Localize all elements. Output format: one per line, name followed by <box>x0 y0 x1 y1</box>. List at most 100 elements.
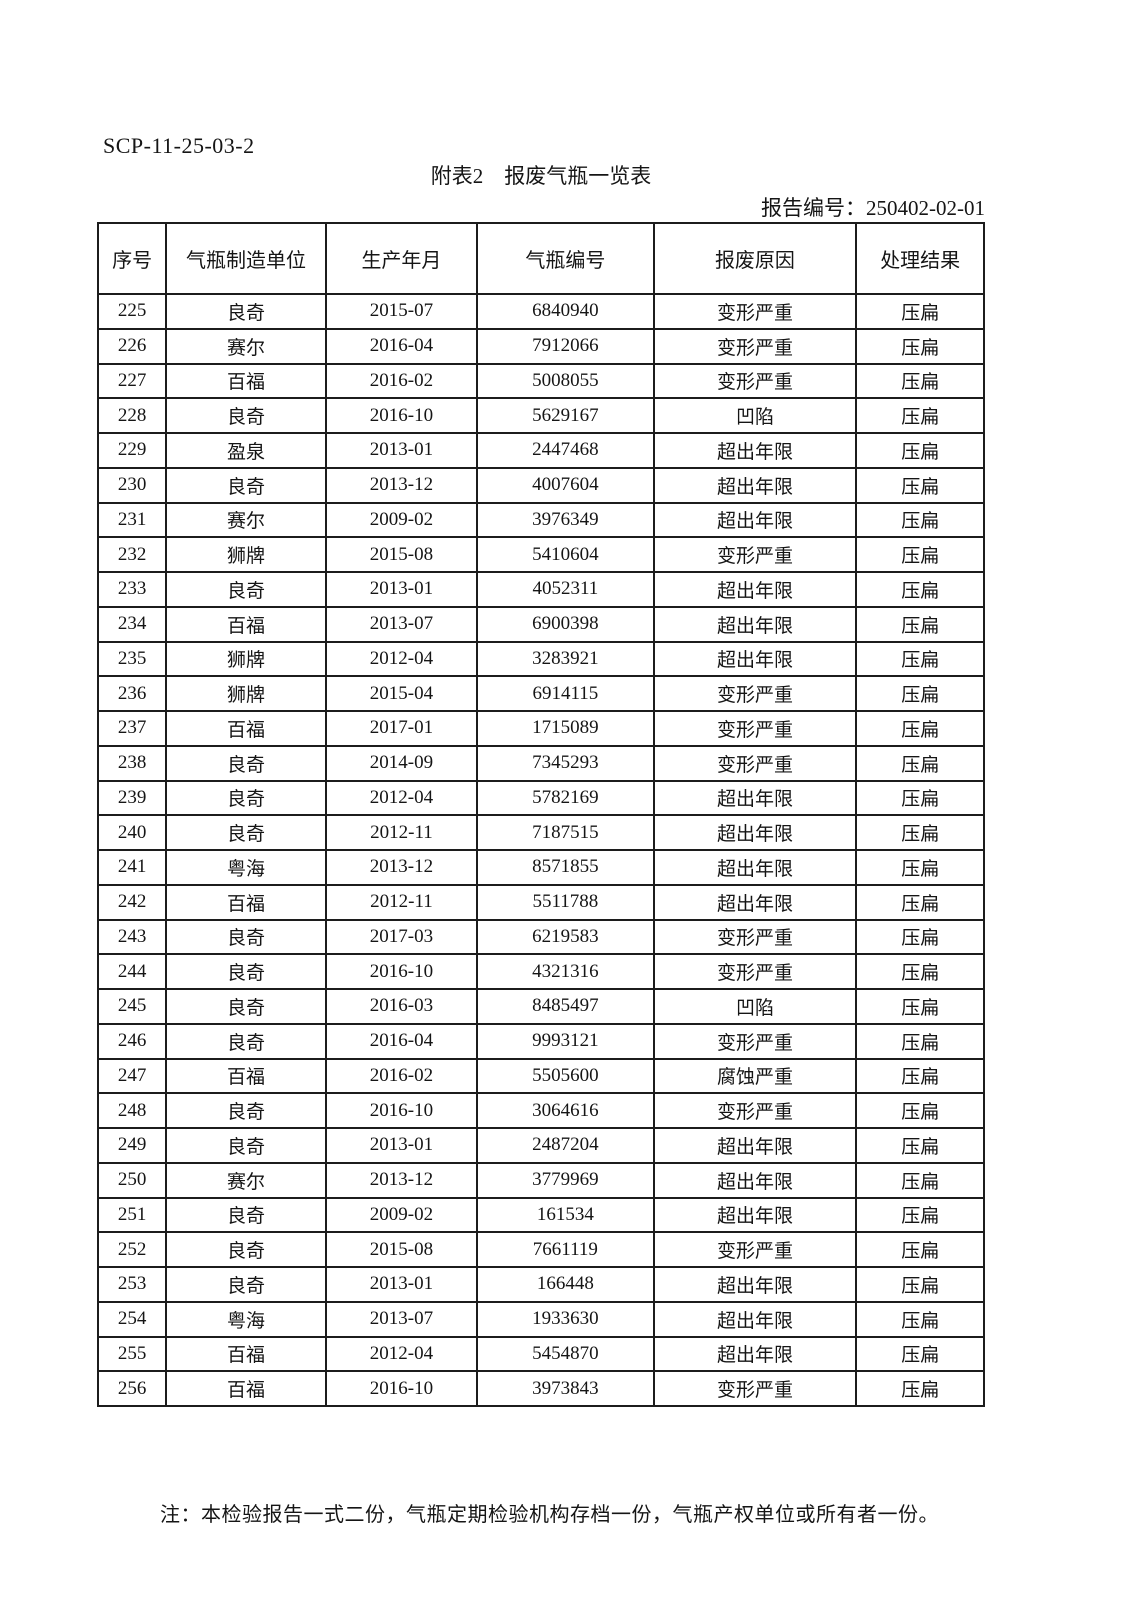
cell-cylinder-no: 7661119 <box>476 1231 655 1268</box>
table-body: 225 良奇 2015-07 6840940 变形严重 压扁 226 赛尔 2016-04 791… <box>96 293 985 1407</box>
cell-manufacturer: 百福 <box>165 1335 327 1373</box>
cell-index: 254 <box>96 1300 168 1338</box>
cell-manufacturer: 良奇 <box>165 571 327 608</box>
table-row: 240 良奇 2012-11 7187515 超出年限 压扁 <box>96 814 985 851</box>
cell-scrap-reason: 凹陷 <box>652 988 858 1025</box>
cell-manufacturer: 良奇 <box>165 988 327 1025</box>
cell-scrap-reason: 超出年限 <box>652 779 858 817</box>
cell-manufacturer: 百福 <box>165 710 327 747</box>
cell-index: 239 <box>96 779 168 817</box>
cell-treatment-result: 压扁 <box>855 501 985 539</box>
cell-cylinder-no: 4321316 <box>476 953 655 990</box>
cell-cylinder-no: 6914115 <box>476 675 655 712</box>
cell-index: 245 <box>96 988 168 1025</box>
cell-production-date: 2016-10 <box>324 1092 479 1129</box>
cell-treatment-result: 压扁 <box>855 883 985 921</box>
cell-cylinder-no: 6840940 <box>476 293 655 330</box>
cell-production-date: 2013-12 <box>324 1161 479 1199</box>
cell-cylinder-no: 4052311 <box>476 571 655 608</box>
report-number: 报告编号：250402-02-01 <box>761 192 985 222</box>
cell-index: 248 <box>96 1092 168 1129</box>
cell-index: 244 <box>96 953 168 990</box>
cell-treatment-result: 压扁 <box>855 397 985 434</box>
cell-cylinder-no: 2487204 <box>476 1127 655 1164</box>
cell-scrap-reason: 腐蚀严重 <box>652 1057 858 1095</box>
cell-index: 227 <box>96 362 168 400</box>
cell-index: 237 <box>96 710 168 747</box>
cell-scrap-reason: 变形严重 <box>652 918 858 956</box>
cell-cylinder-no: 7187515 <box>476 814 655 851</box>
cell-manufacturer: 良奇 <box>165 814 327 851</box>
cell-index: 232 <box>96 536 168 573</box>
cell-treatment-result: 压扁 <box>855 953 985 990</box>
cell-index: 229 <box>96 432 168 469</box>
table-row: 250 赛尔 2013-12 3779969 超出年限 压扁 <box>96 1161 985 1199</box>
table-row: 242 百福 2012-11 5511788 超出年限 压扁 <box>96 883 985 921</box>
cell-scrap-reason: 变形严重 <box>652 744 858 782</box>
cell-treatment-result: 压扁 <box>855 675 985 712</box>
cell-index: 228 <box>96 397 168 434</box>
cell-treatment-result: 压扁 <box>855 779 985 817</box>
cell-production-date: 2013-01 <box>324 432 479 469</box>
cell-production-date: 2016-04 <box>324 327 479 365</box>
cell-production-date: 2012-11 <box>324 883 479 921</box>
cell-cylinder-no: 3283921 <box>476 640 655 678</box>
cell-index: 238 <box>96 744 168 782</box>
cell-treatment-result: 压扁 <box>855 988 985 1025</box>
cell-treatment-result: 压扁 <box>855 918 985 956</box>
cell-treatment-result: 压扁 <box>855 327 985 365</box>
cell-treatment-result: 压扁 <box>855 571 985 608</box>
cell-index: 253 <box>96 1266 168 1303</box>
cell-production-date: 2015-04 <box>324 675 479 712</box>
cell-cylinder-no: 6219583 <box>476 918 655 956</box>
cell-treatment-result: 压扁 <box>855 640 985 678</box>
cell-manufacturer: 狮牌 <box>165 675 327 712</box>
cell-cylinder-no: 5511788 <box>476 883 655 921</box>
cell-scrap-reason: 变形严重 <box>652 293 858 330</box>
table-row: 252 良奇 2015-08 7661119 变形严重 压扁 <box>96 1231 985 1268</box>
cell-treatment-result: 压扁 <box>855 1335 985 1373</box>
cell-cylinder-no: 6900398 <box>476 605 655 643</box>
cell-cylinder-no: 161534 <box>476 1196 655 1234</box>
cell-manufacturer: 良奇 <box>165 1092 327 1129</box>
cell-scrap-reason: 超出年限 <box>652 466 858 504</box>
table-row: 243 良奇 2017-03 6219583 变形严重 压扁 <box>96 918 985 956</box>
table-row: 255 百福 2012-04 5454870 超出年限 压扁 <box>96 1335 985 1373</box>
cell-index: 247 <box>96 1057 168 1095</box>
cell-scrap-reason: 变形严重 <box>652 1370 858 1407</box>
cell-index: 255 <box>96 1335 168 1373</box>
cell-production-date: 2017-01 <box>324 710 479 747</box>
table-row: 244 良奇 2016-10 4321316 变形严重 压扁 <box>96 953 985 990</box>
cell-treatment-result: 压扁 <box>855 1127 985 1164</box>
cell-scrap-reason: 变形严重 <box>652 1092 858 1129</box>
table-row: 254 粤海 2013-07 1933630 超出年限 压扁 <box>96 1300 985 1338</box>
table-row: 234 百福 2013-07 6900398 超出年限 压扁 <box>96 605 985 643</box>
cell-production-date: 2009-02 <box>324 1196 479 1234</box>
cell-scrap-reason: 超出年限 <box>652 849 858 886</box>
cell-manufacturer: 良奇 <box>165 744 327 782</box>
cell-cylinder-no: 1715089 <box>476 710 655 747</box>
table-row: 229 盈泉 2013-01 2447468 超出年限 压扁 <box>96 432 985 469</box>
cell-manufacturer: 赛尔 <box>165 327 327 365</box>
cell-manufacturer: 粤海 <box>165 1300 327 1338</box>
cell-treatment-result: 压扁 <box>855 1370 985 1407</box>
cell-scrap-reason: 超出年限 <box>652 1300 858 1338</box>
cell-manufacturer: 良奇 <box>165 779 327 817</box>
cell-cylinder-no: 5008055 <box>476 362 655 400</box>
cell-treatment-result: 压扁 <box>855 362 985 400</box>
cell-production-date: 2012-04 <box>324 640 479 678</box>
table-row: 239 良奇 2012-04 5782169 超出年限 压扁 <box>96 779 985 817</box>
cell-scrap-reason: 变形严重 <box>652 710 858 747</box>
cell-production-date: 2013-07 <box>324 605 479 643</box>
cell-scrap-reason: 变形严重 <box>652 1231 858 1268</box>
cell-treatment-result: 压扁 <box>855 1092 985 1129</box>
cell-index: 252 <box>96 1231 168 1268</box>
cell-production-date: 2016-10 <box>324 1370 479 1407</box>
table-row: 251 良奇 2009-02 161534 超出年限 压扁 <box>96 1196 985 1234</box>
cell-treatment-result: 压扁 <box>855 466 985 504</box>
cell-index: 241 <box>96 849 168 886</box>
cell-manufacturer: 盈泉 <box>165 432 327 469</box>
cell-manufacturer: 良奇 <box>165 466 327 504</box>
cell-scrap-reason: 超出年限 <box>652 640 858 678</box>
cell-cylinder-no: 5410604 <box>476 536 655 573</box>
